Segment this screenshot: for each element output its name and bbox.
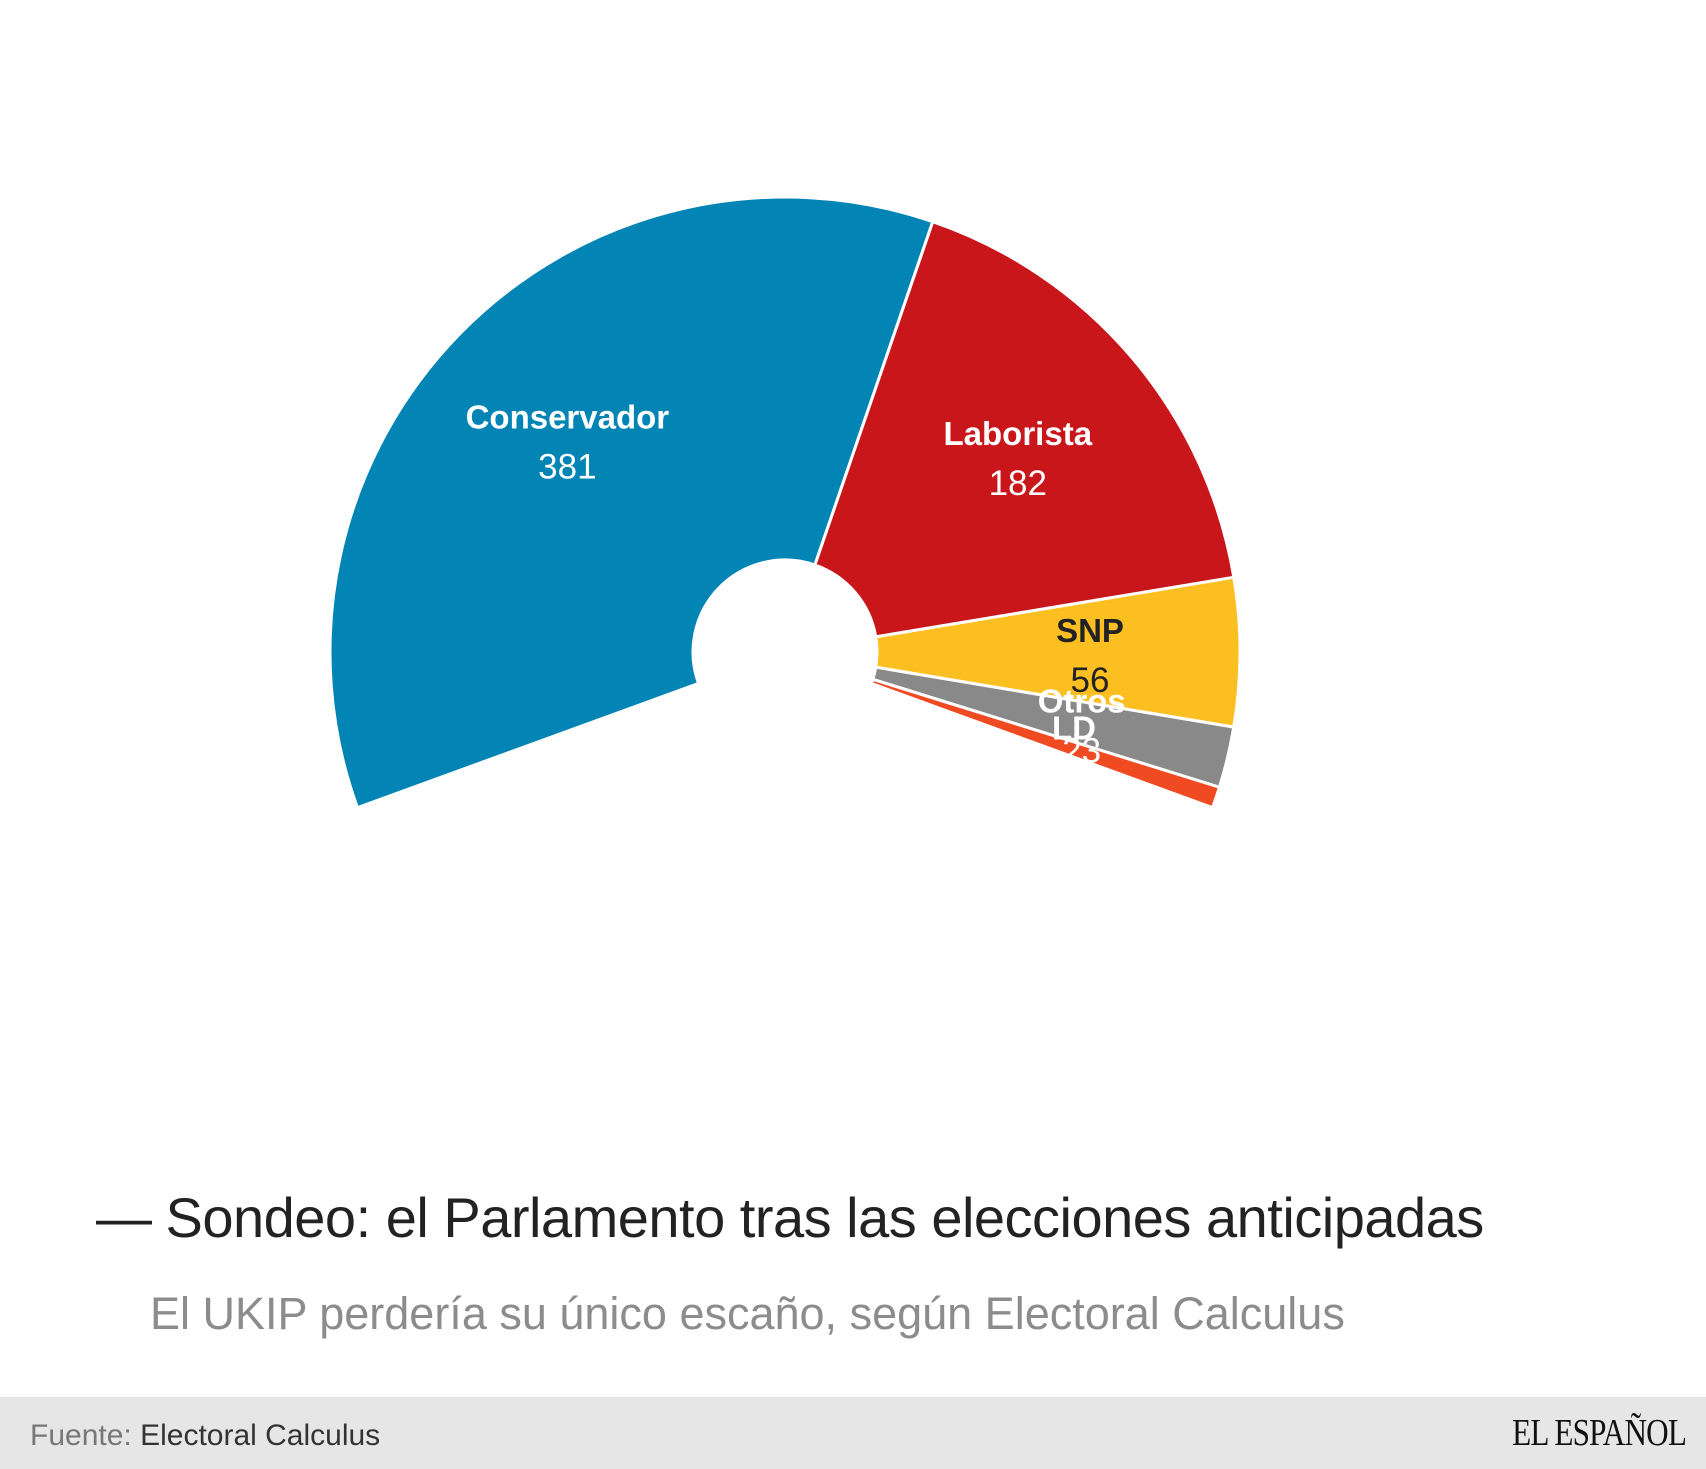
title-dash: —: [96, 1186, 152, 1249]
slice-value-ld: 8: [1064, 759, 1083, 798]
source-label: Fuente:: [30, 1419, 132, 1452]
slice-ld: [869, 677, 1222, 810]
source-credit: Fuente: Electoral Calculus: [30, 1419, 380, 1453]
slice-conservador: [328, 195, 935, 810]
chart-subtitle: El UKIP perdería su único escaño, según …: [150, 1288, 1345, 1339]
slice-value-snp: 56: [1071, 661, 1110, 700]
slice-label-otros: Otros: [1038, 683, 1126, 720]
slice-label-conservador: Conservador: [466, 398, 670, 435]
slice-value-otros: 23: [1062, 732, 1101, 771]
slice-label-laborista: Laborista: [944, 415, 1093, 452]
slice-snp: [874, 575, 1242, 729]
el-espanol-logo: EL ESPAÑOL: [1512, 1412, 1687, 1454]
source-value: Electoral Calculus: [140, 1419, 381, 1452]
title-text: Sondeo: el Parlamento tras las eleccione…: [165, 1186, 1485, 1249]
chart-title: — Sondeo: el Parlamento tras las eleccion…: [96, 1185, 1484, 1250]
slice-label-ld: LD: [1052, 710, 1096, 747]
slice-value-conservador: 381: [538, 447, 596, 486]
slice-label-snp: SNP: [1056, 612, 1124, 649]
footer-bar: Fuente: Electoral Calculus EL ESPAÑOL: [0, 1397, 1706, 1469]
slice-value-laborista: 182: [989, 464, 1047, 503]
slice-laborista: [812, 219, 1236, 639]
